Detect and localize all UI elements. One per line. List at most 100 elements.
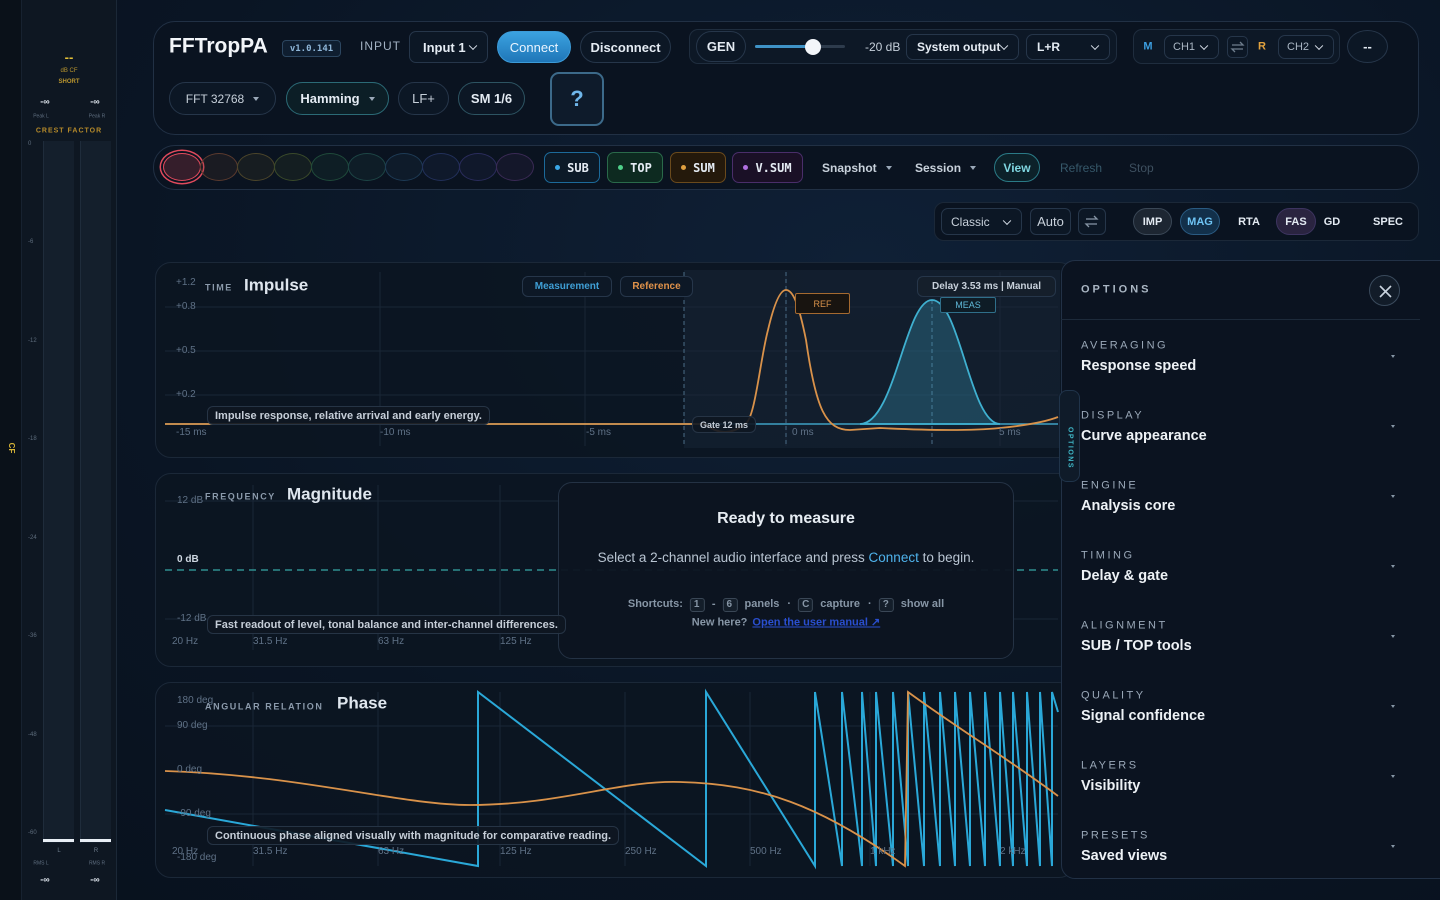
y-tick-label: +0.5 [176, 345, 196, 356]
mode-select[interactable]: Classic [941, 208, 1022, 235]
section-kicker: QUALITY [1081, 689, 1146, 702]
app-name: FFTropPA [169, 34, 268, 58]
section-title[interactable]: SUB / TOP tools [1081, 637, 1192, 654]
stop-button[interactable]: Stop [1129, 161, 1154, 175]
x-tick-label: 125 Hz [500, 846, 532, 857]
view-tab[interactable]: RTA [1238, 215, 1260, 228]
x-tick-label: 31.5 Hz [253, 636, 288, 647]
section-caret[interactable] [1391, 495, 1395, 498]
layer-swatch[interactable] [237, 153, 275, 181]
panel-kicker: TIME [205, 282, 233, 293]
section-caret[interactable] [1391, 775, 1395, 778]
window-select[interactable]: Hamming [286, 82, 389, 115]
smoothing-button[interactable]: SM 1/6 [458, 82, 525, 115]
panel-title: Phase [337, 693, 388, 713]
options-close[interactable] [1369, 275, 1400, 306]
view-tab[interactable]: MAG [1180, 208, 1220, 235]
overlay-link[interactable]: Connect [868, 550, 919, 565]
ch1-select[interactable]: CH1 [1164, 35, 1219, 59]
section-title[interactable]: Signal confidence [1081, 707, 1206, 724]
manual-link[interactable]: Open the user manual ↗ [752, 616, 881, 629]
channel-l: L [57, 848, 61, 854]
options-side-tab[interactable] [1059, 390, 1080, 482]
options-side-tab-label: OPTIONS [1066, 426, 1074, 470]
x-tick-label: 20 Hz [172, 846, 199, 857]
input-select[interactable]: Input 1 [409, 31, 488, 63]
section-title[interactable]: Curve appearance [1081, 427, 1207, 444]
layer-swatch[interactable] [422, 153, 460, 181]
meter-scale: -60 [28, 830, 37, 836]
view-tab[interactable]: FAS [1276, 208, 1316, 235]
phase-ref [164, 690, 1059, 868]
view-tab[interactable]: GD [1323, 215, 1341, 228]
y-tick-label: +0.2 [176, 389, 196, 400]
meter-scale: -24 [28, 535, 37, 541]
delay-tag[interactable]: Delay 3.53 ms | Manual [917, 276, 1056, 297]
layer-swatch[interactable] [163, 153, 201, 181]
section-kicker: AVERAGING [1081, 339, 1169, 352]
section-caret[interactable] [1391, 845, 1395, 848]
layer-swatch[interactable] [348, 153, 386, 181]
connect-button[interactable]: Connect [497, 31, 571, 63]
section-caret[interactable] [1391, 705, 1395, 708]
impulse-grid [165, 272, 1058, 446]
section-caret[interactable] [1391, 355, 1395, 358]
ch2-select[interactable]: CH2 [1278, 35, 1334, 59]
chip-dot [555, 165, 561, 170]
channels-select[interactable]: L+R [1026, 34, 1110, 60]
layer-swatch[interactable] [385, 153, 423, 181]
layer-swatch[interactable] [311, 153, 349, 181]
chip[interactable]: TOP [607, 152, 663, 183]
layer-swatch[interactable] [459, 153, 497, 181]
section-title[interactable]: Analysis core [1081, 497, 1176, 514]
auto-button[interactable]: Auto [1030, 208, 1071, 235]
section-caret[interactable] [1391, 425, 1395, 428]
meter-floor-r [80, 839, 111, 842]
tag-reference[interactable]: Reference [620, 276, 693, 297]
view-button[interactable]: View [994, 153, 1040, 182]
side-strip [0, 0, 22, 900]
layer-swatch[interactable] [200, 153, 238, 181]
tag-measurement[interactable]: Measurement [522, 276, 612, 297]
fft-select[interactable]: FFT 32768 [169, 82, 276, 115]
chip[interactable]: SUM [670, 152, 726, 183]
disconnect-button[interactable]: Disconnect [580, 31, 671, 63]
chip-label: SUM [693, 160, 715, 175]
session-menu[interactable]: Session [915, 162, 976, 174]
section-title[interactable]: Delay & gate [1081, 567, 1169, 584]
section-kicker: ENGINE [1081, 479, 1139, 492]
impulse-markers [683, 272, 933, 446]
y-tick-label: +0.8 [176, 301, 196, 312]
more-button[interactable]: -- [1347, 30, 1388, 63]
x-tick-label: 125 Hz [500, 636, 532, 647]
meter-scale: -36 [28, 633, 37, 639]
key: 6 [722, 598, 738, 612]
gen-button[interactable]: GEN [696, 31, 746, 62]
section-caret[interactable] [1391, 565, 1395, 568]
y-tick-label: -12 dB [177, 613, 207, 624]
view-tab[interactable]: SPEC [1373, 215, 1403, 228]
layer-swatch[interactable] [274, 153, 312, 181]
section-title[interactable]: Saved views [1081, 847, 1168, 864]
view-tab[interactable]: IMP [1133, 208, 1172, 235]
snapshot-menu[interactable]: Snapshot [822, 162, 892, 174]
chip[interactable]: V.SUM [732, 152, 803, 183]
swap-view-button[interactable] [1078, 208, 1106, 235]
meas-marker: MEAS [940, 297, 996, 313]
level-knob[interactable] [805, 39, 821, 55]
x-tick-label: 20 Hz [172, 636, 199, 647]
section-caret[interactable] [1391, 635, 1395, 638]
output-select[interactable]: System output [906, 34, 1019, 60]
lf-button[interactable]: LF+ [398, 82, 449, 115]
section-title[interactable]: Response speed [1081, 357, 1197, 374]
help-button[interactable]: ? [550, 72, 604, 126]
chip[interactable]: SUB [544, 152, 600, 183]
peak-readout: -- [64, 49, 74, 65]
y-tick-label: 0 deg [177, 764, 203, 775]
layer-swatch[interactable] [496, 153, 534, 181]
swap-button[interactable] [1227, 36, 1248, 58]
refresh-button[interactable]: Refresh [1060, 161, 1103, 175]
section-title[interactable]: Visibility [1081, 777, 1141, 794]
chip-dot [618, 165, 624, 170]
